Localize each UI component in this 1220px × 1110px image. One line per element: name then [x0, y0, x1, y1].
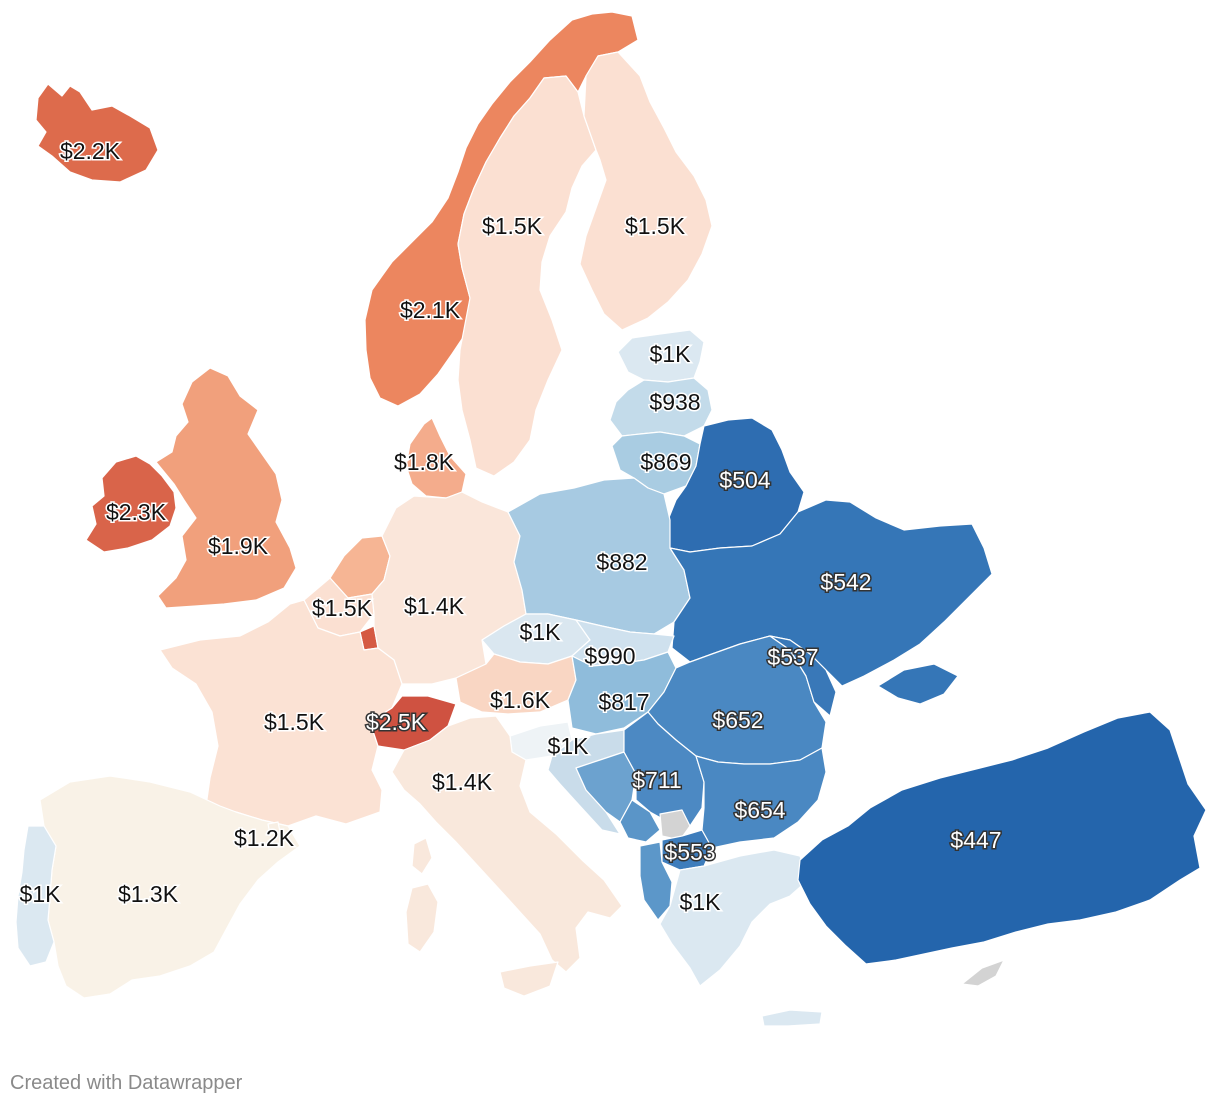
- label-romania: $652: [712, 707, 763, 733]
- label-norway: $2.1K: [400, 297, 461, 323]
- region-iceland[interactable]: [35, 83, 159, 183]
- label-poland: $882: [596, 549, 647, 575]
- region-crete[interactable]: [761, 1009, 823, 1027]
- region-sicily[interactable]: [499, 961, 559, 997]
- label-switzerland: $2.5K: [366, 709, 427, 735]
- region-finland[interactable]: [579, 51, 713, 331]
- label-austria: $1.6K: [490, 687, 551, 713]
- region-sardinia[interactable]: [405, 883, 439, 953]
- region-serbia[interactable]: [623, 711, 705, 827]
- label-lithuania: $869: [640, 449, 691, 475]
- region-norway[interactable]: [364, 11, 639, 407]
- label-italy: $1.4K: [432, 769, 493, 795]
- label-macedonia: $553: [664, 839, 715, 865]
- region-corsica[interactable]: [411, 837, 433, 875]
- label-moldova: $537: [767, 644, 818, 670]
- region-crimea[interactable]: [877, 663, 959, 705]
- region-montenegro[interactable]: [619, 799, 661, 843]
- region-greece[interactable]: [659, 849, 809, 987]
- label-sweden: $1.5K: [482, 213, 543, 239]
- region-denmark[interactable]: [405, 417, 467, 499]
- region-cyprus[interactable]: [961, 959, 1005, 987]
- label-slovakia: $990: [584, 643, 635, 669]
- label-iceland: $2.2K: [60, 138, 121, 164]
- region-andorra[interactable]: [267, 821, 281, 835]
- label-spain: $1.3K: [118, 881, 179, 907]
- label-czechia: $1K: [520, 619, 562, 645]
- label-turkey: $447: [950, 827, 1001, 853]
- label-estonia: $1K: [650, 341, 692, 367]
- region-bulgaria[interactable]: [695, 747, 827, 849]
- region-moldova[interactable]: [769, 635, 837, 717]
- label-uk: $1.9K: [208, 533, 269, 559]
- label-denmark: $1.8K: [394, 449, 455, 475]
- label-slovenia: $1K: [548, 733, 590, 759]
- label-finland: $1.5K: [625, 213, 686, 239]
- label-andorra: $1.2K: [234, 825, 295, 851]
- label-portugal: $1K: [20, 881, 62, 907]
- region-portugal[interactable]: [15, 825, 57, 967]
- region-uk[interactable]: [155, 367, 297, 609]
- label-germany: $1.4K: [404, 593, 465, 619]
- label-belgium: $1.5K: [312, 595, 373, 621]
- label-france: $1.5K: [264, 709, 325, 735]
- label-latvia: $938: [649, 389, 700, 415]
- region-sweden[interactable]: [457, 75, 597, 477]
- label-belarus: $504: [719, 467, 770, 493]
- region-macedonia[interactable]: [661, 829, 713, 871]
- region-turkey[interactable]: [797, 711, 1207, 965]
- region-italy[interactable]: [391, 715, 623, 973]
- region-ireland[interactable]: [85, 455, 177, 553]
- label-greece: $1K: [680, 889, 722, 915]
- label-hungary: $817: [598, 689, 649, 715]
- region-kosovo[interactable]: [659, 809, 691, 841]
- region-estonia[interactable]: [617, 329, 705, 383]
- label-ireland: $2.3K: [106, 499, 167, 525]
- datawrapper-credit[interactable]: Created with Datawrapper: [10, 1072, 243, 1094]
- label-ukraine: $542: [820, 569, 871, 595]
- label-serbia: $711: [632, 767, 681, 793]
- label-bulgaria: $654: [734, 797, 785, 823]
